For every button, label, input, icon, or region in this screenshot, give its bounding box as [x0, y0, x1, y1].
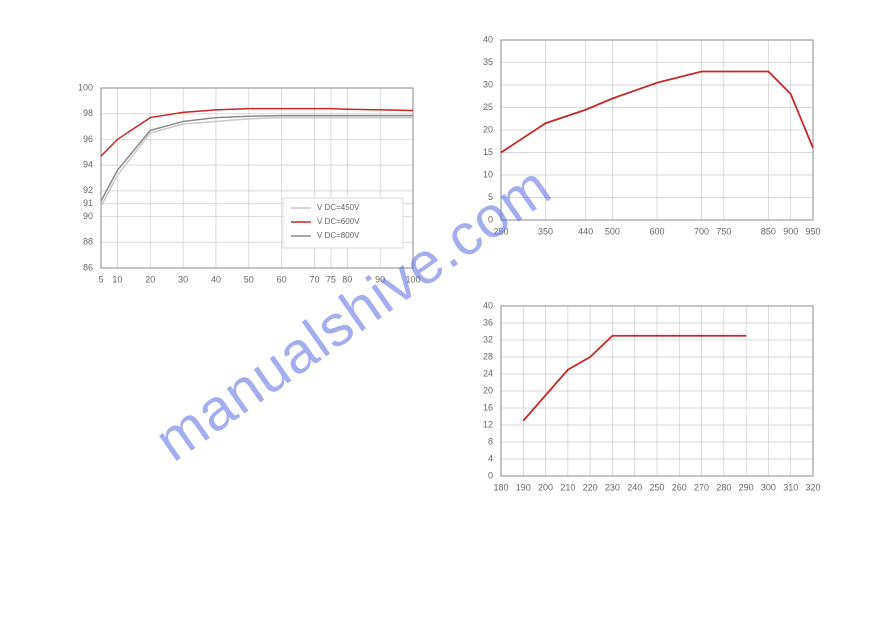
svg-text:70: 70: [309, 274, 319, 284]
svg-text:30: 30: [483, 79, 493, 89]
svg-text:90: 90: [375, 274, 385, 284]
svg-text:20: 20: [145, 274, 155, 284]
svg-text:94: 94: [83, 160, 93, 170]
svg-text:V DC=450V: V DC=450V: [317, 203, 360, 212]
svg-text:10: 10: [112, 274, 122, 284]
svg-text:86: 86: [83, 262, 93, 272]
svg-text:950: 950: [805, 226, 820, 236]
svg-text:210: 210: [560, 482, 575, 492]
svg-text:250: 250: [649, 482, 664, 492]
svg-text:90: 90: [83, 211, 93, 221]
power-vs-voltage-chart: 250 350 440 500 600 700 750 850 900 950 0 5 10 15 20 25…: [468, 32, 828, 252]
svg-text:290: 290: [739, 482, 754, 492]
svg-text:220: 220: [583, 482, 598, 492]
svg-text:440: 440: [578, 226, 593, 236]
svg-text:10: 10: [483, 169, 493, 179]
svg-text:500: 500: [605, 226, 620, 236]
svg-text:20: 20: [483, 124, 493, 134]
svg-text:24: 24: [483, 368, 493, 378]
svg-text:750: 750: [716, 226, 731, 236]
svg-text:100: 100: [78, 82, 93, 92]
svg-text:280: 280: [716, 482, 731, 492]
svg-text:260: 260: [672, 482, 687, 492]
svg-text:35: 35: [483, 57, 493, 67]
svg-text:96: 96: [83, 134, 93, 144]
svg-text:850: 850: [761, 226, 776, 236]
svg-text:80: 80: [342, 274, 352, 284]
svg-text:270: 270: [694, 482, 709, 492]
svg-text:15: 15: [483, 147, 493, 157]
power-vs-ac-chart: 1801902002102202302402502602702802903003…: [468, 298, 828, 508]
svg-text:190: 190: [516, 482, 531, 492]
svg-text:4: 4: [488, 453, 493, 463]
svg-text:36: 36: [483, 317, 493, 327]
svg-text:30: 30: [178, 274, 188, 284]
svg-text:40: 40: [211, 274, 221, 284]
svg-text:0: 0: [488, 214, 493, 224]
svg-text:5: 5: [98, 274, 103, 284]
svg-text:300: 300: [761, 482, 776, 492]
svg-text:98: 98: [83, 108, 93, 118]
svg-text:8: 8: [488, 436, 493, 446]
svg-text:12: 12: [483, 419, 493, 429]
svg-text:50: 50: [244, 274, 254, 284]
svg-text:32: 32: [483, 334, 493, 344]
svg-text:88: 88: [83, 237, 93, 247]
svg-text:V DC=600V: V DC=600V: [317, 217, 360, 226]
svg-text:25: 25: [483, 102, 493, 112]
svg-text:91: 91: [83, 198, 93, 208]
svg-text:320: 320: [805, 482, 820, 492]
svg-text:0: 0: [488, 470, 493, 480]
svg-text:28: 28: [483, 351, 493, 361]
svg-text:700: 700: [694, 226, 709, 236]
svg-text:600: 600: [649, 226, 664, 236]
svg-text:V DC=800V: V DC=800V: [317, 231, 360, 240]
svg-text:100: 100: [405, 274, 420, 284]
svg-text:310: 310: [783, 482, 798, 492]
svg-text:5: 5: [488, 192, 493, 202]
svg-text:16: 16: [483, 402, 493, 412]
svg-text:180: 180: [493, 482, 508, 492]
svg-text:200: 200: [538, 482, 553, 492]
svg-text:900: 900: [783, 226, 798, 236]
svg-text:240: 240: [627, 482, 642, 492]
efficiency-chart: 5 10 20 30 40 50 60 70 75 80 90 100 86 88 90 91 92 94 96 98…: [68, 80, 423, 295]
svg-text:20: 20: [483, 385, 493, 395]
svg-text:60: 60: [277, 274, 287, 284]
svg-text:92: 92: [83, 185, 93, 195]
svg-text:75: 75: [326, 274, 336, 284]
svg-text:350: 350: [538, 226, 553, 236]
svg-text:40: 40: [483, 34, 493, 44]
svg-text:230: 230: [605, 482, 620, 492]
svg-text:250: 250: [493, 226, 508, 236]
svg-text:40: 40: [483, 300, 493, 310]
